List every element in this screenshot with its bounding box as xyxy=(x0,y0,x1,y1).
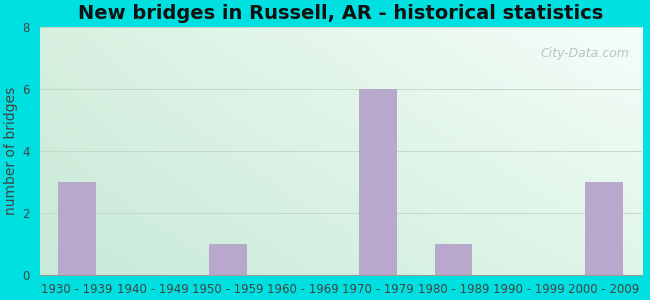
Text: City-Data.com: City-Data.com xyxy=(541,47,630,60)
Bar xyxy=(58,182,96,275)
Bar xyxy=(585,182,623,275)
Y-axis label: number of bridges: number of bridges xyxy=(4,87,18,215)
Bar xyxy=(359,89,397,275)
Title: New bridges in Russell, AR - historical statistics: New bridges in Russell, AR - historical … xyxy=(78,4,603,23)
Bar xyxy=(209,244,246,275)
Bar xyxy=(435,244,473,275)
